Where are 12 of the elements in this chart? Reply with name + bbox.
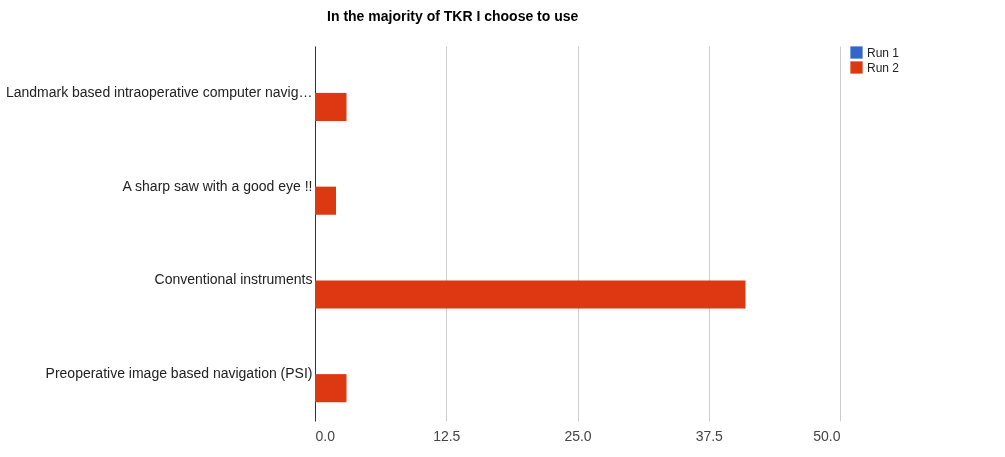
y-tick-label: A sharp saw with a good eye !!: [122, 177, 313, 194]
x-tick-label: 25.0: [564, 427, 592, 444]
x-tick-label: 12.5: [433, 427, 461, 444]
chart-title: In the majority of TKR I choose to use: [327, 8, 579, 24]
legend-label: Run 2: [867, 60, 900, 75]
x-tick-label: 50.0: [813, 427, 841, 444]
x-tick-label: 0.0: [315, 427, 336, 444]
y-tick-label: Landmark based intraoperative computer navig…: [5, 83, 313, 100]
x-tick-label: 37.5: [695, 427, 724, 444]
legend-label: Run 1: [867, 45, 900, 60]
y-tick-label: Preoperative image based navigation (PSI): [45, 365, 313, 382]
y-tick-label: Conventional instruments: [154, 271, 313, 288]
